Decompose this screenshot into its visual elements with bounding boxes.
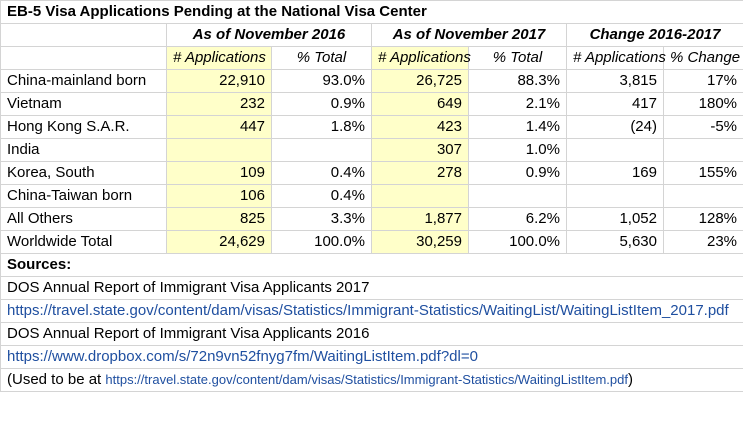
country-cell[interactable]: India [0,138,167,162]
subheader-applications-2016[interactable]: # Applications [166,46,272,70]
pct-2017-cell[interactable]: 0.9% [468,161,567,185]
apps-2016-cell[interactable]: 232 [166,92,272,116]
source-note-prefix: (Used to be at [7,371,106,388]
sub-header-row: # Applications % Total # Applications % … [0,46,743,70]
country-cell[interactable]: All Others [0,207,167,231]
country-cell[interactable]: China-mainland born [0,69,167,93]
sources-label[interactable]: Sources: [0,253,743,277]
subheader-applications-change[interactable]: # Applications [566,46,666,70]
table-row-total: Worldwide Total 24,629 100.0% 30,259 100… [0,230,743,254]
blank-header-cell[interactable] [0,23,167,47]
apps-2016-cell[interactable]: 24,629 [166,230,272,254]
change-pct-cell[interactable] [662,184,743,208]
subheader-pct-total-2016[interactable]: % Total [271,46,372,70]
table-row: All Others 825 3.3% 1,877 6.2% 1,052 128… [0,207,743,231]
table-row: China-mainland born 22,910 93.0% 26,725 … [0,69,743,93]
subheader-applications-2017[interactable]: # Applications [371,46,471,70]
group-header-row: As of November 2016 As of November 2017 … [0,23,743,47]
country-cell[interactable]: Vietnam [0,92,167,116]
pct-2017-cell[interactable]: 6.2% [468,207,567,231]
source-row: (Used to be at https://travel.state.gov/… [0,368,743,392]
apps-2017-cell[interactable]: 30,259 [371,230,469,254]
apps-2017-cell[interactable]: 1,877 [371,207,469,231]
subheader-pct-total-2017[interactable]: % Total [468,46,567,70]
header-change[interactable]: Change 2016-2017 [565,23,743,47]
apps-2016-cell[interactable]: 22,910 [166,69,272,93]
change-apps-cell[interactable]: 5,630 [566,230,664,254]
country-cell[interactable]: Worldwide Total [0,230,167,254]
change-pct-cell[interactable]: 128% [662,207,743,231]
pct-2017-cell[interactable]: 1.4% [468,115,567,139]
visa-applications-table: EB-5 Visa Applications Pending at the Na… [0,0,743,392]
change-pct-cell[interactable]: 155% [662,161,743,185]
source-link-2017[interactable]: https://travel.state.gov/content/dam/vis… [0,299,743,323]
apps-2016-cell[interactable]: 447 [166,115,272,139]
change-pct-cell[interactable]: 23% [662,230,743,254]
table-row: Korea, South 109 0.4% 278 0.9% 169 155% [0,161,743,185]
source-row: https://www.dropbox.com/s/72n9vn52fnyg7f… [0,345,743,369]
table-row: India 307 1.0% [0,138,743,162]
apps-2016-cell[interactable]: 109 [166,161,272,185]
pct-2016-cell[interactable]: 0.4% [271,161,372,185]
pct-2017-cell[interactable]: 1.0% [468,138,567,162]
table-row: Hong Kong S.A.R. 447 1.8% 423 1.4% (24) … [0,115,743,139]
source-report-2016[interactable]: DOS Annual Report of Immigrant Visa Appl… [0,322,743,346]
pct-2017-cell[interactable]: 100.0% [468,230,567,254]
sources-label-row: Sources: [0,253,743,277]
apps-2016-cell[interactable] [166,138,272,162]
table-row: Vietnam 232 0.9% 649 2.1% 417 180% [0,92,743,116]
subheader-pct-change[interactable]: % Change [662,46,743,70]
country-cell[interactable]: Hong Kong S.A.R. [0,115,167,139]
source-note[interactable]: (Used to be at https://travel.state.gov/… [0,368,743,392]
pct-2017-cell[interactable] [468,184,567,208]
pct-2017-cell[interactable]: 88.3% [468,69,567,93]
pct-2016-cell[interactable] [271,138,372,162]
source-row: DOS Annual Report of Immigrant Visa Appl… [0,276,743,300]
change-pct-cell[interactable] [662,138,743,162]
apps-2017-cell[interactable]: 423 [371,115,469,139]
apps-2017-cell[interactable]: 26,725 [371,69,469,93]
pct-2016-cell[interactable]: 0.9% [271,92,372,116]
change-pct-cell[interactable]: 17% [662,69,743,93]
change-pct-cell[interactable]: -5% [662,115,743,139]
pct-2016-cell[interactable]: 1.8% [271,115,372,139]
pct-2016-cell[interactable]: 3.3% [271,207,372,231]
table-row: China-Taiwan born 106 0.4% [0,184,743,208]
change-apps-cell[interactable]: 417 [566,92,664,116]
title-row: EB-5 Visa Applications Pending at the Na… [0,0,743,24]
change-apps-cell[interactable]: 3,815 [566,69,664,93]
country-cell[interactable]: Korea, South [0,161,167,185]
pct-2016-cell[interactable]: 100.0% [271,230,372,254]
apps-2017-cell[interactable]: 649 [371,92,469,116]
change-apps-cell[interactable]: (24) [566,115,664,139]
apps-2017-cell[interactable]: 278 [371,161,469,185]
apps-2016-cell[interactable]: 106 [166,184,272,208]
apps-2017-cell[interactable] [371,184,469,208]
change-apps-cell[interactable]: 169 [566,161,664,185]
source-link-2016[interactable]: https://www.dropbox.com/s/72n9vn52fnyg7f… [0,345,743,369]
source-report-2017[interactable]: DOS Annual Report of Immigrant Visa Appl… [0,276,743,300]
apps-2017-cell[interactable]: 307 [371,138,469,162]
pct-2016-cell[interactable]: 93.0% [271,69,372,93]
source-row: https://travel.state.gov/content/dam/vis… [0,299,743,323]
change-pct-cell[interactable]: 180% [662,92,743,116]
pct-2016-cell[interactable]: 0.4% [271,184,372,208]
change-apps-cell[interactable] [566,138,664,162]
source-note-suffix: ) [628,371,633,388]
sheet-title[interactable]: EB-5 Visa Applications Pending at the Na… [0,0,743,24]
header-nov-2017[interactable]: As of November 2017 [371,23,567,47]
apps-2016-cell[interactable]: 825 [166,207,272,231]
source-note-link[interactable]: https://travel.state.gov/content/dam/vis… [105,372,628,387]
pct-2017-cell[interactable]: 2.1% [468,92,567,116]
country-cell[interactable]: China-Taiwan born [0,184,167,208]
change-apps-cell[interactable]: 1,052 [566,207,664,231]
source-row: DOS Annual Report of Immigrant Visa Appl… [0,322,743,346]
blank-subheader-cell[interactable] [0,46,167,70]
header-nov-2016[interactable]: As of November 2016 [166,23,372,47]
change-apps-cell[interactable] [566,184,664,208]
